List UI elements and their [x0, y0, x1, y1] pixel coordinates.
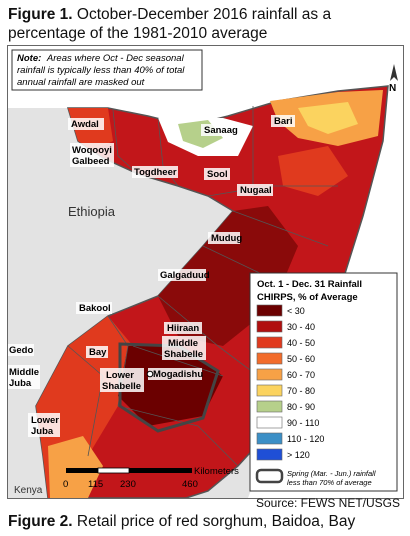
note-box — [11, 49, 203, 91]
legend-label: 30 - 40 — [287, 322, 315, 332]
region-label-hiiraan: Hiiraan — [167, 323, 199, 334]
patch-bari-yellow — [298, 102, 358, 134]
scale-tick-115: 115 — [88, 479, 103, 490]
region-label-middle-shabelle-2: Shabelle — [164, 349, 203, 360]
rainfall-map: Note: Areas where Oct - Dec seasonal rai… — [7, 45, 404, 499]
legend-spring-line2: less than 70% of average — [287, 478, 372, 487]
region-label-middle-juba-2: Juba — [9, 378, 32, 389]
legend-label: 110 - 120 — [287, 434, 324, 444]
legend-items: < 30 30 - 40 40 - 50 50 - 60 60 - 70 70 - 80 8… — [256, 304, 324, 461]
source-credit: Source: FEWS NET/USGS — [256, 496, 400, 510]
north-label: N — [389, 83, 396, 94]
region-label-bakool: Bakool — [79, 303, 111, 314]
legend-label: < 30 — [287, 306, 305, 316]
legend-swatch — [256, 400, 283, 413]
legend-label: 50 - 60 — [287, 354, 315, 364]
region-label-galbeed: Galbeed — [72, 156, 110, 167]
legend-label: 60 - 70 — [287, 370, 315, 380]
scale-bar: Kilometers 0 115 230 460 — [63, 466, 239, 490]
scale-tick-0: 0 — [63, 479, 68, 490]
figure1-caption-line2: percentage of the 1981-2010 average — [8, 24, 267, 43]
figure1-title-line2: percentage of the 1981-2010 average — [8, 25, 268, 42]
legend-swatch — [256, 384, 283, 397]
scale-segment-3 — [129, 468, 192, 473]
country-label-ethiopia: Ethiopia — [68, 204, 116, 219]
legend-spring-line1: Spring (Mar. - Jun.) rainfall — [287, 469, 376, 478]
figure2-label: Figure 2. — [8, 513, 73, 530]
patch-hiiraan — [118, 346, 223, 426]
region-label-middle-juba-1: Middle — [9, 367, 39, 378]
legend-swatch-spring — [255, 468, 284, 484]
scale-segment-1 — [66, 468, 129, 473]
legend-swatch — [256, 320, 283, 333]
region-label-lower-shabelle-2: Shabelle — [102, 381, 141, 392]
region-label-bay: Bay — [89, 347, 107, 358]
figure2-title: Retail price of red sorghum, Baidoa, Bay — [76, 513, 356, 530]
scale-tick-460: 460 — [182, 479, 198, 490]
region-label-middle-shabelle-1: Middle — [168, 338, 198, 349]
patch-nugaal — [278, 146, 348, 196]
region-labels: Awdal Woqooyi Galbeed Togdheer Sanaag Ba… — [8, 115, 295, 437]
figure1-label: Figure 1. — [8, 6, 73, 23]
region-label-lower-juba-1: Lower — [31, 415, 59, 426]
region-label-mogadishu: Mogadishu — [153, 369, 203, 380]
legend-label: 70 - 80 — [287, 386, 315, 396]
region-label-nugaal: Nugaal — [240, 185, 272, 196]
legend-swatch — [256, 336, 283, 349]
region-label-galgaduud: Galgaduud — [160, 270, 210, 281]
figure1-title-line1: October-December 2016 rainfall as a — [76, 6, 332, 23]
mogadishu-marker — [146, 370, 154, 378]
region-label-woqooyi: Woqooyi — [72, 145, 112, 156]
region-label-bari: Bari — [274, 116, 292, 127]
region-label-awdal: Awdal — [71, 119, 99, 130]
region-label-sool: Sool — [207, 169, 228, 180]
region-label-lower-juba-2: Juba — [31, 426, 54, 437]
region-label-sanaag: Sanaag — [204, 125, 238, 136]
legend-swatch — [256, 416, 283, 429]
map-legend: Oct. 1 - Dec. 31 Rainfall CHIRPS, % of A… — [249, 272, 398, 492]
legend-title: Oct. 1 - Dec. 31 Rainfall — [257, 279, 362, 290]
legend-swatch — [256, 448, 283, 461]
country-label-kenya: Kenya — [14, 485, 43, 496]
legend-label: > 120 — [287, 450, 310, 460]
legend-label: 90 - 110 — [287, 418, 319, 428]
legend-swatch — [256, 304, 283, 317]
north-arrow: N — [389, 64, 398, 94]
legend-label: 40 - 50 — [287, 338, 315, 348]
legend-label: 80 - 90 — [287, 402, 315, 412]
legend-swatch — [256, 368, 283, 381]
legend-swatch — [256, 352, 283, 365]
source-text: Source: FEWS NET/USGS — [255, 496, 400, 510]
region-label-gedo: Gedo — [9, 345, 33, 356]
legend-subtitle: CHIRPS, % of Average — [257, 292, 358, 303]
note-text-line2: rainfall is typically less than 40% of t… — [17, 65, 185, 76]
region-label-lower-shabelle-1: Lower — [106, 370, 134, 381]
note-text-line3: annual rainfall are masked out — [17, 77, 145, 88]
region-label-togdheer: Togdheer — [134, 167, 177, 178]
figure1-caption: Figure 1. October-December 2016 rainfall… — [8, 5, 331, 24]
figure2-caption: Figure 2. Retail price of red sorghum, B… — [8, 512, 355, 531]
scale-tick-230: 230 — [120, 479, 136, 490]
region-label-mudug: Mudug — [211, 233, 242, 244]
scale-unit: Kilometers — [194, 466, 239, 477]
scale-segment-2 — [97, 467, 130, 474]
legend-swatch — [256, 432, 283, 445]
note-text-line1: Note: Areas where Oct - Dec seasonal — [17, 53, 185, 64]
